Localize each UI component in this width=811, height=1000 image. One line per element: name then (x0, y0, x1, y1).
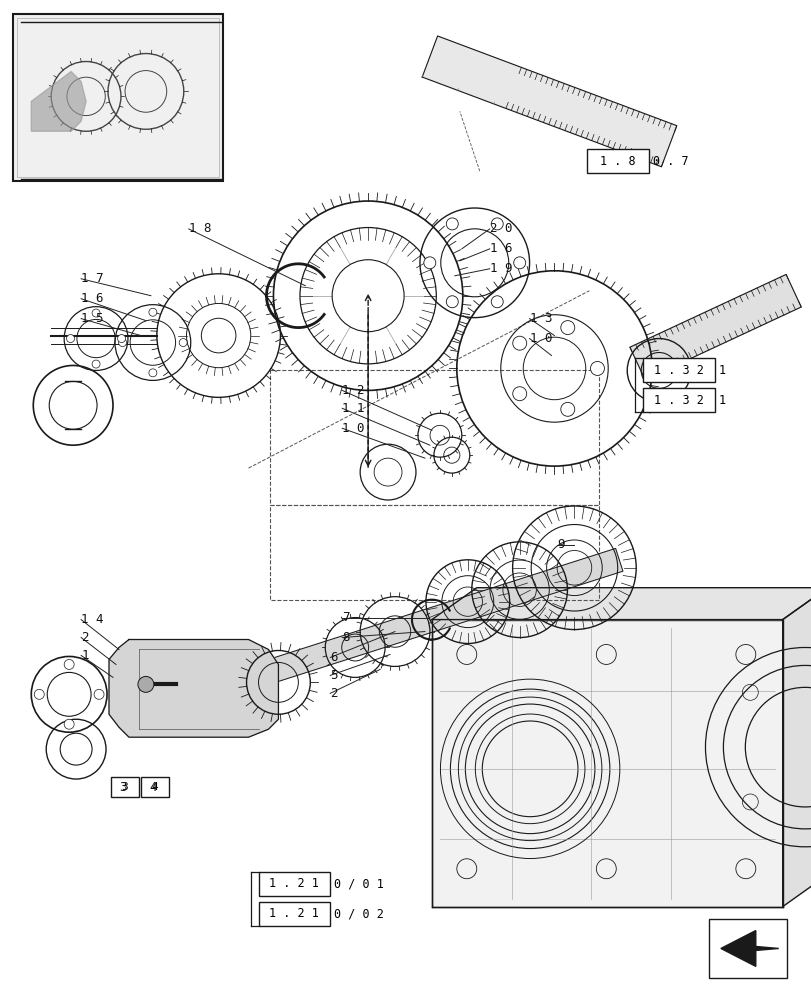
Text: 0 / 0 2: 0 / 0 2 (334, 907, 384, 920)
Circle shape (67, 335, 75, 343)
Polygon shape (629, 274, 800, 380)
Circle shape (560, 321, 574, 335)
Text: 2 0: 2 0 (489, 222, 512, 235)
Bar (431, 620, 782, 907)
Text: 1: 1 (81, 649, 88, 662)
Text: 1: 1 (718, 394, 725, 407)
Text: 3: 3 (122, 782, 128, 792)
Bar (642, 358, 714, 382)
Circle shape (512, 336, 526, 350)
Circle shape (118, 339, 127, 347)
Text: 0 / 0 1: 0 / 0 1 (334, 877, 384, 890)
Circle shape (491, 296, 503, 308)
Text: 1 . 3 2: 1 . 3 2 (654, 364, 703, 377)
Bar (270, 505, 599, 600)
Text: 1 0: 1 0 (341, 422, 364, 435)
Text: 3: 3 (119, 781, 127, 794)
Bar (141, 777, 169, 797)
Circle shape (34, 689, 44, 699)
Text: 9: 9 (557, 538, 564, 551)
Circle shape (92, 360, 100, 368)
Circle shape (590, 361, 603, 375)
Circle shape (148, 369, 157, 377)
Bar (270, 370, 599, 505)
Circle shape (179, 339, 187, 347)
Text: 1 0: 1 0 (529, 332, 551, 345)
Circle shape (512, 387, 526, 401)
Circle shape (94, 689, 104, 699)
Circle shape (64, 719, 74, 729)
Polygon shape (782, 588, 811, 907)
Text: 1 . 2 1: 1 . 2 1 (269, 877, 319, 890)
Text: 2: 2 (330, 687, 337, 700)
Text: 1 6: 1 6 (81, 292, 104, 305)
Text: 4: 4 (152, 782, 158, 792)
Bar (13, 14, 222, 181)
Circle shape (491, 218, 503, 230)
Circle shape (446, 218, 457, 230)
Polygon shape (242, 548, 622, 691)
Circle shape (92, 309, 100, 317)
Text: 1 7: 1 7 (81, 272, 104, 285)
Bar (111, 777, 139, 797)
Circle shape (148, 308, 157, 316)
Polygon shape (109, 640, 278, 737)
Bar (17, 18, 218, 177)
Text: 1 1: 1 1 (341, 402, 364, 415)
Text: 6: 6 (330, 651, 337, 664)
Text: 1 5: 1 5 (81, 312, 104, 325)
Circle shape (64, 659, 74, 669)
Text: 4: 4 (148, 781, 157, 794)
Text: 1 8: 1 8 (188, 222, 211, 235)
Text: 1 3: 1 3 (529, 312, 551, 325)
Text: 1 2: 1 2 (341, 384, 364, 397)
Text: 8: 8 (341, 631, 350, 644)
Text: 1 6: 1 6 (489, 242, 512, 255)
Circle shape (560, 402, 574, 416)
Bar (258, 902, 330, 926)
Text: 1 . 8: 1 . 8 (599, 155, 635, 168)
Bar (642, 388, 714, 412)
Circle shape (138, 676, 153, 692)
Circle shape (118, 335, 126, 343)
Text: 1 . 3 2: 1 . 3 2 (654, 394, 703, 407)
Polygon shape (431, 588, 811, 620)
Circle shape (423, 257, 436, 269)
Text: 1 . 2 1: 1 . 2 1 (269, 907, 319, 920)
Polygon shape (422, 36, 676, 167)
Bar (258, 872, 330, 896)
Text: 7: 7 (341, 611, 350, 624)
Text: 0 . 7: 0 . 7 (652, 155, 688, 168)
Bar (586, 149, 648, 173)
Text: 5: 5 (330, 669, 337, 682)
Polygon shape (720, 931, 778, 966)
Text: 1 4: 1 4 (81, 613, 104, 626)
Circle shape (446, 296, 457, 308)
Text: 1 9: 1 9 (489, 262, 512, 275)
Text: 2: 2 (81, 631, 88, 644)
Text: 1: 1 (718, 364, 725, 377)
Circle shape (513, 257, 525, 269)
Bar (708, 919, 786, 978)
Polygon shape (32, 71, 86, 131)
